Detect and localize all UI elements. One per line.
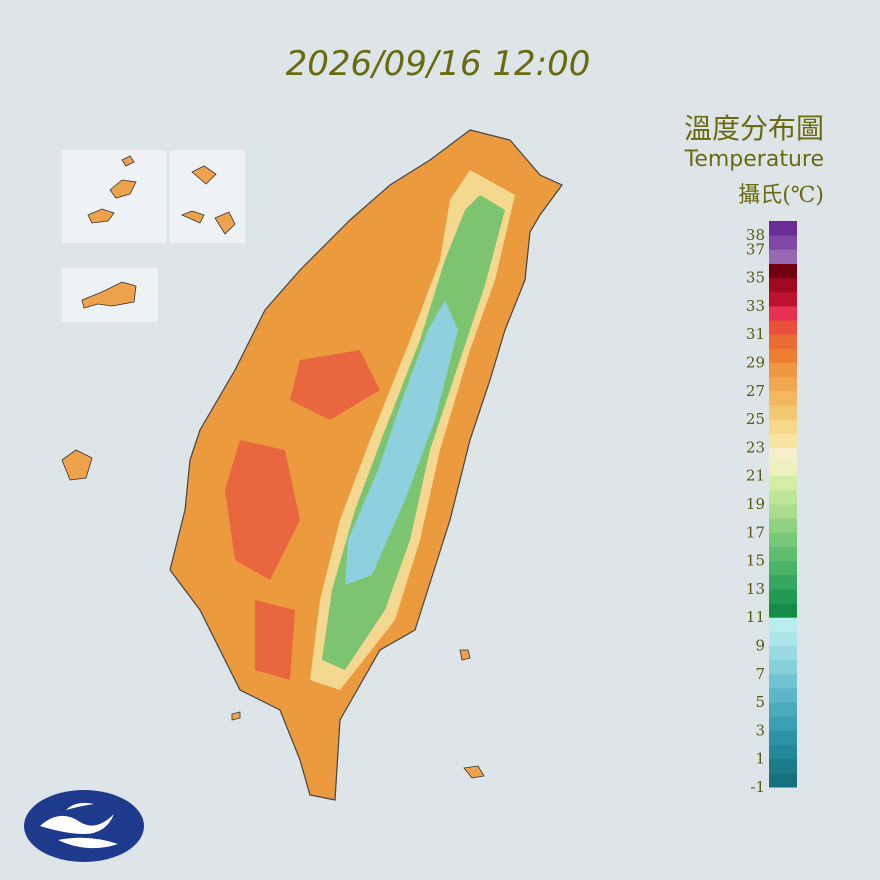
legend-swatch [769, 419, 797, 434]
legend-swatch [769, 574, 797, 590]
legend-swatch [769, 603, 797, 618]
legend-tick-label: 9 [755, 637, 765, 655]
inset-island [81, 281, 137, 309]
legend-swatch [769, 617, 797, 632]
legend-swatch [769, 518, 797, 533]
legend-tick-label: 37 [746, 240, 765, 258]
legend-tick-label: 17 [746, 523, 765, 541]
legend-swatch [769, 588, 797, 604]
legend-swatch [769, 702, 797, 717]
legend-tick-label: 27 [746, 382, 765, 400]
logo-mark [40, 802, 118, 849]
legend-tick-label: 29 [746, 354, 765, 372]
legend-tick-label: 3 [755, 721, 765, 739]
legend-swatch [769, 489, 797, 505]
timestamp: 2026/09/16 12:00 [286, 44, 591, 84]
islands [61, 449, 485, 779]
legend-swatch [769, 305, 797, 321]
legend-swatch [769, 263, 797, 279]
legend-tick-label: 25 [746, 410, 765, 428]
legend-tick-label: 35 [746, 269, 765, 287]
legend-tick-label: 33 [746, 297, 765, 315]
legend-swatch [769, 631, 797, 646]
legend-swatch [769, 645, 797, 661]
legend-swatch [769, 348, 797, 363]
legend-tick-label: 5 [755, 693, 765, 711]
legend-swatch [769, 744, 797, 760]
legend-swatch [769, 334, 797, 349]
legend-swatch [769, 687, 797, 703]
legend-swatch [769, 730, 797, 746]
legend-tick-label: 31 [746, 325, 765, 343]
legend-swatch [769, 447, 797, 463]
legend-tick-label: 15 [746, 552, 765, 570]
legend-tick-label: 38 [746, 226, 765, 244]
legend-swatch [769, 433, 797, 448]
legend-swatch [769, 390, 797, 406]
legend-swatch [769, 277, 797, 293]
legend-swatch [769, 404, 797, 420]
legend-tick-label: -1 [750, 778, 765, 796]
legend-tick-label: 11 [746, 608, 765, 626]
legend-subtitle: Temperature [684, 147, 824, 172]
legend-swatch [769, 673, 797, 689]
legend-swatch [769, 362, 797, 378]
legend-swatch [769, 532, 797, 547]
legend-swatch [769, 504, 797, 519]
legend-tick-label: 13 [746, 580, 765, 598]
legend-swatch [769, 320, 797, 335]
high-area [345, 300, 458, 585]
legend-swatch [769, 475, 797, 491]
inset-islands [87, 155, 236, 235]
hot-area [225, 350, 380, 680]
legend-swatch [769, 291, 797, 307]
legend-tick-label: 19 [746, 495, 765, 513]
legend-swatch [769, 758, 797, 774]
legend-tick-label: 23 [746, 438, 765, 456]
inset-box [62, 150, 245, 243]
legend-swatch [769, 546, 797, 562]
legend-swatch [769, 659, 797, 675]
legend-swatch [769, 376, 797, 392]
legend-tick-label: 1 [755, 750, 765, 768]
legend-swatch [769, 560, 797, 576]
legend-swatch [769, 221, 797, 236]
legend-title: 溫度分布圖 [684, 112, 824, 145]
legend-tick-label: 7 [755, 665, 765, 683]
legend-unit: 攝氏(℃) [738, 183, 824, 208]
legend-swatch [769, 249, 797, 264]
legend-swatch [769, 772, 797, 788]
legend-swatch [769, 461, 797, 477]
legend-tick-label: 21 [746, 467, 765, 485]
legend-swatch [769, 235, 797, 250]
legend-swatch [769, 716, 797, 731]
